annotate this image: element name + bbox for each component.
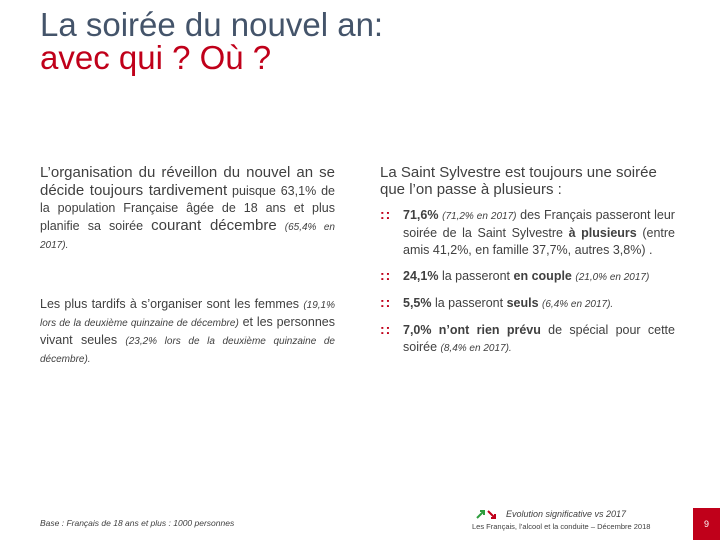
text: courant décembre [151,217,277,234]
text: 24,1% [403,269,439,283]
evolution-icon [476,510,496,519]
text: (21,0% en 2017) [575,272,650,283]
text: puisque 63,1% de la population Française… [40,184,335,233]
legend-note: Evolution significative vs 2017 [506,509,627,519]
text: 7,0% n’ont rien prévu [403,323,541,337]
text: de spécial pour cette soirée [403,323,675,354]
text: (19,1% lors de la deuxième quinzaine de … [40,300,335,329]
page-number: 9 [693,508,720,540]
text: des Français passeront leur soirée de la… [403,208,675,240]
text: (71,2% en 2017) [442,211,517,222]
base-note: Base : Français de 18 ans et plus : 1000… [40,518,235,528]
text: 71,6% [403,208,439,222]
paragraph: Les plus tardifs à s’organiser sont les … [40,296,335,368]
title: La soirée du nouvel an: avec qui ? Où ? [40,8,383,74]
title-line: avec qui ? Où ? [40,39,272,76]
paragraph: L’organisation du réveillon du nouvel an… [40,164,335,254]
text: en couple [513,269,572,283]
text: (23,2% lors de la deuxième quinzaine de … [40,336,335,365]
text: (8,4% en 2017). [440,343,512,354]
text: Les plus tardifs à s’organiser sont les … [40,297,300,311]
text: (entre amis 41,2%, en famille 37,7%, aut… [403,226,675,257]
text: (65,4% en 2017). [40,222,335,251]
right-column: La Saint Sylvestre est toujours une soir… [380,164,675,357]
title-line: La soirée du nouvel an: [40,6,384,43]
text: la passeront [434,296,504,310]
source: Les Français, l’alcool et la conduite – … [472,522,651,531]
bullet: 7,0% n’ont rien prévu de spécial pour ce… [380,321,675,357]
bullet: 24,1% la passeront en couple (21,0% en 2… [380,267,675,286]
bullet: 71,6% (71,2% en 2017) des Français passe… [380,206,675,259]
text: seuls [506,296,539,310]
text: à plusieurs [568,226,637,240]
left-column: L’organisation du réveillon du nouvel an… [40,164,335,368]
text: la passeront [441,269,511,283]
paragraph: La Saint Sylvestre est toujours une soir… [380,164,657,198]
text: L’organisation du réveillon du nouvel an… [40,164,335,199]
text: 5,5% [403,296,432,310]
bullet: 5,5% la passeront seuls (6,4% en 2017). [380,294,675,313]
text: et les personnes vivant seules [40,315,335,347]
text: (6,4% en 2017). [542,299,614,310]
